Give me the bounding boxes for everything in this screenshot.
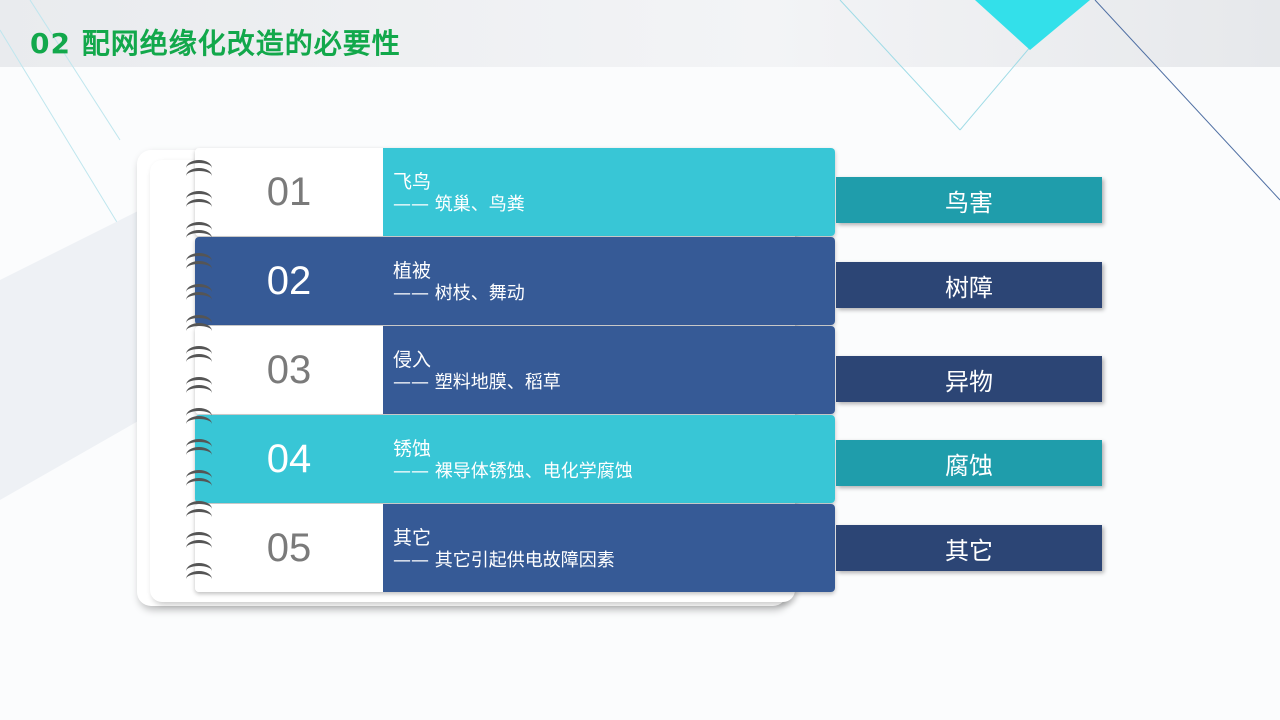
category-tag: 腐蚀 bbox=[836, 440, 1102, 486]
item-detail: —— 裸导体锈蚀、电化学腐蚀 bbox=[393, 461, 633, 482]
item-heading: 其它 bbox=[393, 527, 432, 549]
spiral-ring-icon bbox=[186, 315, 212, 331]
spiral-ring-icon bbox=[186, 478, 212, 494]
list-item: 05 其它 —— 其它引起供电故障因素 bbox=[195, 504, 835, 592]
spiral-ring-icon bbox=[186, 199, 212, 215]
spiral-ring-icon bbox=[186, 377, 212, 393]
spiral-ring-icon bbox=[186, 292, 212, 308]
spiral-ring-icon bbox=[186, 261, 212, 277]
spiral-ring-icon bbox=[186, 571, 212, 587]
category-tag: 鸟害 bbox=[836, 177, 1102, 223]
item-content: 锈蚀 —— 裸导体锈蚀、电化学腐蚀 bbox=[383, 415, 835, 503]
page-title: 02 配网绝缘化改造的必要性 bbox=[30, 27, 401, 60]
list-item: 01 飞鸟 —— 筑巢、鸟粪 bbox=[195, 148, 835, 236]
item-number: 03 bbox=[195, 326, 383, 414]
spiral-ring-icon bbox=[186, 540, 212, 556]
spiral-ring-icon bbox=[186, 191, 212, 207]
spiral-ring-icon bbox=[186, 416, 212, 432]
spiral-ring-icon bbox=[186, 354, 212, 370]
spiral-ring-icon bbox=[186, 470, 212, 486]
spiral-ring-icon bbox=[186, 385, 212, 401]
spiral-ring-icon bbox=[186, 408, 212, 424]
spiral-ring-icon bbox=[186, 168, 212, 184]
item-content: 侵入 —— 塑料地膜、稻草 bbox=[383, 326, 835, 414]
item-content: 其它 —— 其它引起供电故障因素 bbox=[383, 504, 835, 592]
item-detail: —— 塑料地膜、稻草 bbox=[393, 372, 561, 393]
item-number: 04 bbox=[195, 415, 383, 503]
item-content: 飞鸟 —— 筑巢、鸟粪 bbox=[383, 148, 835, 236]
spiral-ring-icon bbox=[186, 284, 212, 300]
spiral-ring-icon bbox=[186, 346, 212, 362]
list-item: 03 侵入 —— 塑料地膜、稻草 bbox=[195, 326, 835, 414]
item-detail: —— 树枝、舞动 bbox=[393, 283, 525, 304]
item-heading: 植被 bbox=[393, 260, 432, 282]
spiral-ring-icon bbox=[186, 439, 212, 455]
spiral-ring-icon bbox=[186, 509, 212, 525]
item-detail: —— 其它引起供电故障因素 bbox=[393, 550, 615, 571]
category-tag: 异物 bbox=[836, 356, 1102, 402]
category-tag: 其它 bbox=[836, 525, 1102, 571]
item-heading: 侵入 bbox=[393, 349, 432, 371]
list-item: 02 植被 —— 树枝、舞动 bbox=[195, 237, 835, 325]
spiral-ring-icon bbox=[186, 501, 212, 517]
list-item: 04 锈蚀 —— 裸导体锈蚀、电化学腐蚀 bbox=[195, 415, 835, 503]
item-detail: —— 筑巢、鸟粪 bbox=[393, 194, 525, 215]
spiral-ring-icon bbox=[186, 532, 212, 548]
spiral-ring-icon bbox=[186, 222, 212, 238]
spiral-ring-icon bbox=[186, 563, 212, 579]
item-content: 植被 —— 树枝、舞动 bbox=[383, 237, 835, 325]
item-heading: 飞鸟 bbox=[393, 171, 432, 193]
spiral-ring-icon bbox=[186, 447, 212, 463]
item-number: 05 bbox=[195, 504, 383, 592]
category-tag: 树障 bbox=[836, 262, 1102, 308]
spiral-ring-icon bbox=[186, 230, 212, 246]
item-heading: 锈蚀 bbox=[393, 438, 432, 460]
spiral-ring-icon bbox=[186, 323, 212, 339]
item-number: 01 bbox=[195, 148, 383, 236]
spiral-ring-icon bbox=[186, 160, 212, 176]
spiral-ring-icon bbox=[186, 253, 212, 269]
item-number: 02 bbox=[195, 237, 383, 325]
